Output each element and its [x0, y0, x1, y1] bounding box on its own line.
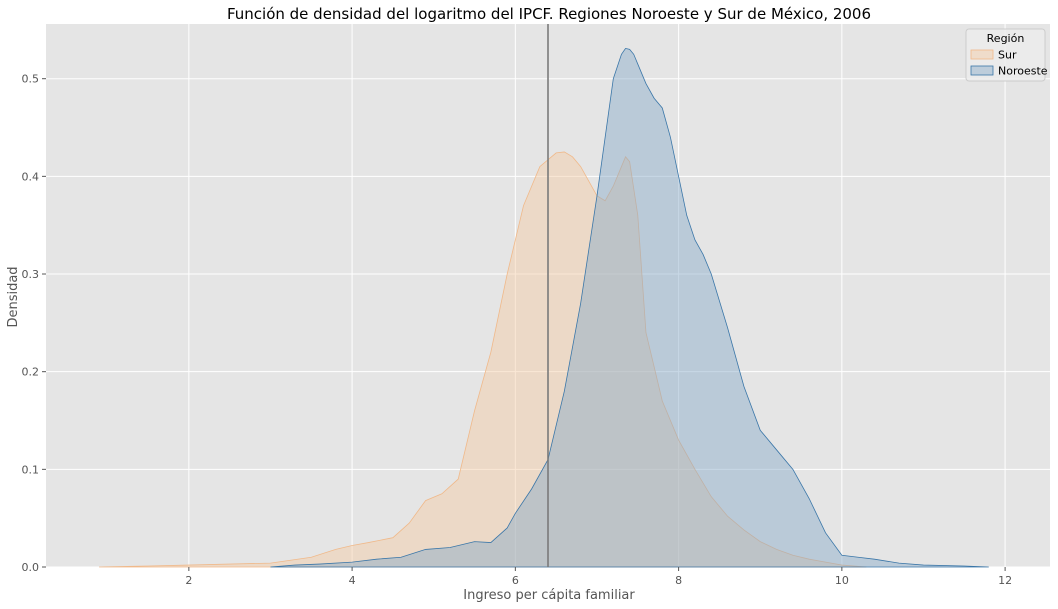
legend-entries: Sur Noroeste [970, 49, 1048, 78]
x-tick-label: 8 [675, 574, 682, 587]
y-tick-label: 0.3 [22, 268, 40, 281]
legend-box [965, 28, 1046, 82]
x-tick-label: 10 [835, 574, 849, 587]
legend-swatch [970, 65, 994, 76]
y-tick-label: 0.4 [22, 170, 40, 183]
x-tick-label: 6 [512, 574, 519, 587]
x-tick-label: 2 [185, 574, 192, 587]
density-area-noroeste [270, 47, 989, 568]
legend: Región Sur Noroeste [965, 28, 1048, 82]
legend-label: Sur [998, 49, 1017, 62]
y-axis-ticks: 0.0 0.1 0.2 0.3 0.4 0.5 [22, 73, 46, 574]
density-area-sur [99, 151, 867, 568]
y-tick-label: 0.1 [22, 463, 40, 476]
y-tick-label: 0.5 [22, 73, 40, 86]
x-tick-label: 4 [349, 574, 356, 587]
y-tick-label: 0.0 [22, 561, 40, 574]
x-axis-label: Ingreso per cápita familiar [463, 588, 635, 603]
y-tick-label: 0.2 [22, 366, 40, 379]
density-areas [99, 47, 989, 568]
y-axis-label: Densidad [6, 266, 21, 327]
legend-swatch [970, 49, 994, 60]
legend-title: Región [987, 32, 1025, 45]
chart-title: Función de densidad del logaritmo del IP… [227, 5, 871, 23]
x-tick-label: 12 [998, 574, 1012, 587]
x-axis-ticks: 2 4 6 8 10 12 [185, 567, 1012, 587]
legend-label: Noroeste [998, 65, 1048, 78]
